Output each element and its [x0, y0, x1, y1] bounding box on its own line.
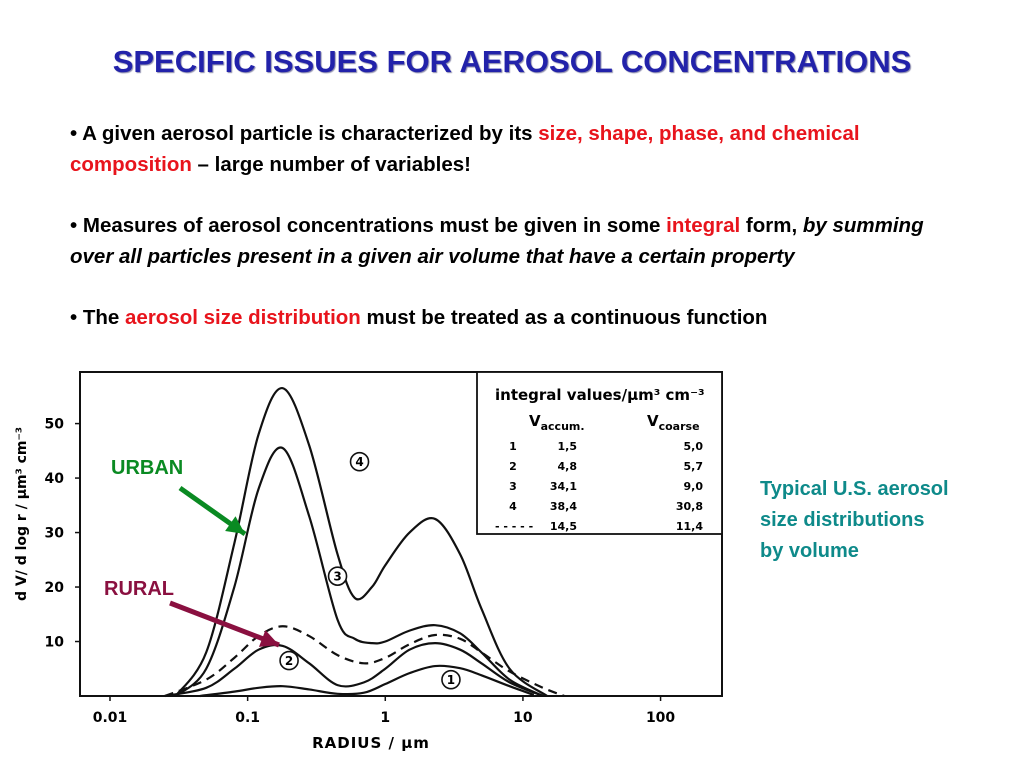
legend-coarse-value: 5,0: [684, 440, 704, 453]
bullet-2-italic: by summing over all particles present in…: [70, 214, 924, 268]
bullet-3-highlight: aerosol size distribution: [125, 306, 361, 329]
series-2-line: [164, 642, 544, 698]
bullet-2: • Measures of aerosol concentrations mus…: [70, 214, 924, 268]
curve-label-circle: [327, 566, 348, 586]
legend-accum-value: 34,1: [550, 480, 577, 493]
x-tick-label: 0.1: [235, 710, 260, 726]
side-note-line-2: size distributions: [760, 509, 925, 531]
series-4-line: [174, 387, 548, 697]
bullet-1-highlight: size, shape, phase, and chemical composi…: [70, 122, 860, 176]
urban-arrow-head: [225, 516, 245, 534]
legend-accum-value: 38,4: [550, 500, 577, 513]
x-tick-label: 0.01: [93, 710, 128, 726]
bullet-3: • The aerosol size distribution must be …: [70, 306, 768, 329]
y-tick-label: 10: [45, 635, 65, 651]
legend-title: integral values/μm³ cm⁻³: [495, 386, 705, 404]
bullet-2-text-mid: form,: [740, 214, 803, 237]
rural-arrow-shaft: [169, 600, 280, 648]
y-axis-label: d V/ d log r / μm³ cm⁻³: [14, 427, 30, 601]
side-note: Typical U.S. aerosol size distributions …: [760, 474, 949, 567]
curve-label-text: 1: [447, 673, 455, 687]
legend-accum-value: 14,5: [550, 520, 577, 533]
y-tick-label: 40: [45, 471, 65, 487]
y-tick-label: 20: [45, 580, 65, 596]
page-title: SPECIFIC ISSUES FOR AEROSOL CONCENTRATIO…: [112, 44, 912, 79]
y-tick-label: 50: [45, 417, 65, 433]
bullet-2-text: Measures of aerosol concentrations must …: [82, 214, 667, 237]
legend-header-accum: Vaccum.: [529, 412, 585, 433]
legend-coarse-value: 30,8: [676, 500, 703, 513]
legend-coarse-value: 5,7: [684, 460, 704, 473]
legend-row-id: - - - - -: [495, 520, 533, 533]
annotation-arrows: [169, 485, 280, 648]
bullet-list: • A given aerosol particle is characteri…: [70, 118, 960, 363]
curve-label-text: 4: [355, 455, 363, 469]
side-note-line-3: by volume: [760, 540, 859, 562]
x-tick-label: 10: [513, 710, 533, 726]
legend-header-coarse: Vcoarse: [647, 412, 700, 433]
x-tick-label: 100: [646, 710, 675, 726]
legend-row-id: 4: [509, 500, 517, 513]
series-dashed-line: [164, 625, 565, 698]
legend-coarse-value: 9,0: [684, 480, 704, 493]
bullet-3-text: The: [82, 306, 126, 329]
legend-box: [476, 371, 723, 535]
legend-accum-value: 1,5: [558, 440, 578, 453]
chart-axes: 0.01 0.1 1 10 100 10 20 30 40 50 RADIUS / μm d V/ d…: [14, 371, 723, 752]
legend-coarse-value: 11,4: [676, 520, 703, 533]
bullet-1-text: A given aerosol particle is characterize…: [82, 122, 539, 145]
size-distribution-chart: 0.01 0.1 1 10 100 10 20 30 40 50 RADIUS / μm d V/ d…: [14, 371, 723, 752]
rural-arrow-head: [258, 630, 279, 647]
bullet-3-text-end: must be treated as a continuous function: [360, 306, 768, 329]
bullet-1-text-end: – large number of variables!: [191, 153, 471, 176]
curve-label-circle: [349, 451, 370, 472]
urban-label: URBAN: [111, 457, 184, 479]
side-note-line-1: Typical U.S. aerosol: [760, 478, 949, 500]
chart-series: [164, 387, 565, 698]
curve-label-circle: [441, 669, 461, 690]
curve-label-circle: [279, 650, 299, 671]
y-tick-label: 30: [45, 526, 65, 542]
legend-accum-value: 4,8: [558, 460, 578, 473]
bullet-1: • A given aerosol particle is characteri…: [70, 122, 860, 176]
x-tick-label: 1: [380, 710, 390, 726]
legend-row-id: 2: [509, 460, 517, 473]
bullet-2-highlight: integral: [666, 214, 741, 237]
series-1-line: [199, 664, 535, 698]
curve-labels: 4 3 2 1: [279, 451, 461, 690]
curve-label-text: 3: [333, 570, 341, 584]
curve-label-text: 2: [285, 654, 293, 668]
rural-label: RURAL: [104, 578, 174, 600]
x-axis-label: RADIUS / μm: [312, 734, 430, 752]
series-3-line: [174, 446, 544, 697]
legend-row-id: 3: [509, 480, 517, 493]
legend-row-id: 1: [509, 440, 517, 453]
